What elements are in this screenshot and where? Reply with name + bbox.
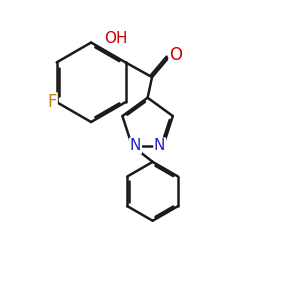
Text: N: N <box>154 138 165 153</box>
Text: OH: OH <box>104 31 128 46</box>
Text: O: O <box>169 46 182 64</box>
Text: N: N <box>130 138 141 153</box>
Text: F: F <box>47 93 57 111</box>
